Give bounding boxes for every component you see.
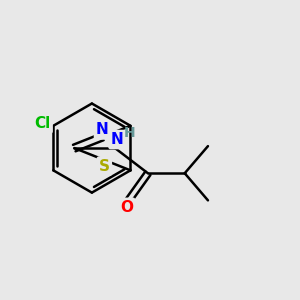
Text: N: N [110,132,123,147]
Text: H: H [124,126,136,140]
Text: S: S [99,159,110,174]
Text: O: O [120,200,133,215]
Text: Cl: Cl [34,116,51,131]
Text: N: N [96,122,109,137]
